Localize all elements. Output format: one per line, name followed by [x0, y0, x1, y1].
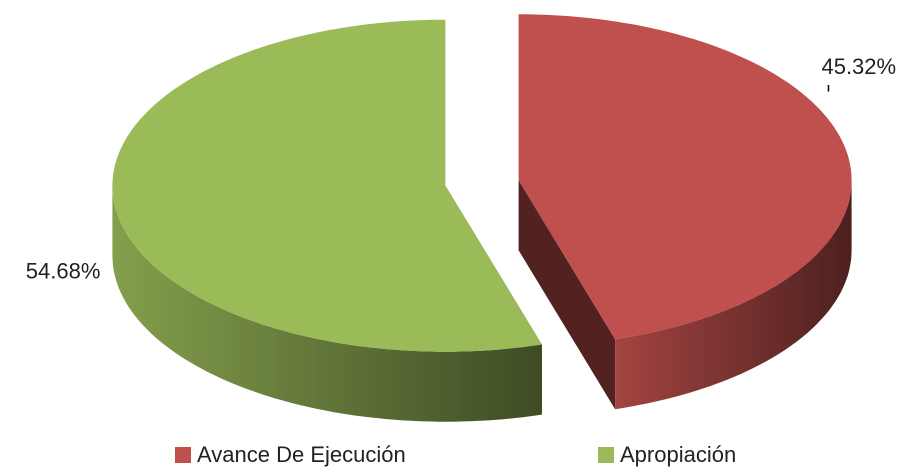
legend-swatch — [598, 447, 614, 463]
slice — [518, 14, 852, 340]
legend-swatch — [175, 447, 191, 463]
data-label: 54.68% — [26, 259, 101, 284]
slice-face — [518, 180, 616, 410]
data-label: 45.32% — [821, 54, 896, 79]
slice-side — [112, 185, 542, 422]
slice — [112, 19, 542, 352]
legend-label: Avance De Ejecución — [197, 442, 406, 467]
slice-side — [615, 180, 852, 410]
legend-label: Apropiación — [620, 442, 736, 467]
